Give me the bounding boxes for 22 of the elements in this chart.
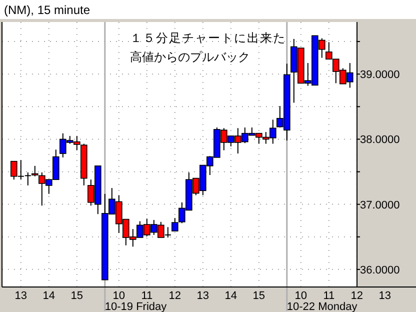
y-tick-label: 37.0000 [360,199,400,212]
x-tick-label: 15 [252,290,266,302]
x-tick-label: 10 [294,290,308,302]
y-tick-label: 39.0000 [360,69,400,82]
x-tick-label: 11 [323,290,335,302]
x-tick-label: 14 [224,290,238,302]
x-tick-label: 13 [196,290,210,302]
x-tick-label: 10 [112,290,126,302]
x-tick-label: 11 [141,290,153,302]
x-tick-label: 12 [168,290,182,302]
annotation: 高値からのプルバック [130,50,250,64]
x-tick-label: 15 [70,290,84,302]
y-tick-label: 36.0000 [360,264,400,276]
x-tick-label: 13 [14,290,28,302]
chart-title: (NM), 15 minute [4,3,90,17]
x-tick-label: 12 [350,290,364,302]
annotation: １５分足チャートに出来た [130,31,286,45]
x-tick-label: 14 [42,290,56,302]
x-tick-label: 13 [378,290,392,302]
text: 10-19 Friday [104,301,168,312]
y-tick-label: 38.0000 [360,134,400,146]
text: 10-22 Monday [286,301,358,312]
